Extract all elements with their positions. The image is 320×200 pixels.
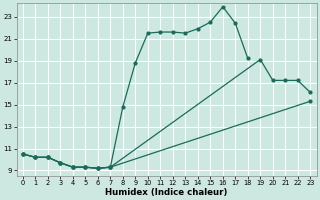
X-axis label: Humidex (Indice chaleur): Humidex (Indice chaleur): [105, 188, 228, 197]
